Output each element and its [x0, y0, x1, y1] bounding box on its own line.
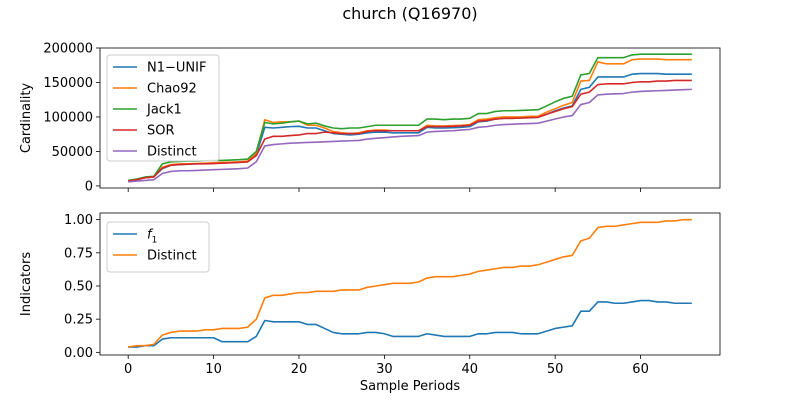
legend-label-0-0: N1−UNIF: [147, 61, 206, 76]
series-line-0-4: [128, 88, 692, 183]
xtick-label-1-2: 20: [291, 362, 308, 377]
xtick-label-1-4: 40: [462, 362, 479, 377]
axes-frame-1: [99, 212, 721, 356]
legend-label-1-0: f1: [147, 228, 157, 246]
ytick-label-0-2: 100000: [43, 110, 93, 125]
legend-label-0-1: Chao92: [147, 82, 197, 97]
series-line-1-0: [128, 299, 692, 348]
figure-title: church (Q16970): [342, 4, 477, 23]
xlabel-1: Sample Periods: [360, 379, 460, 394]
series-line-0-3: [128, 79, 692, 182]
ytick-label-0-4: 200000: [43, 42, 93, 57]
ytick-label-1-0: 0.00: [64, 346, 93, 361]
ytick-label-0-3: 150000: [43, 76, 93, 91]
xtick-label-1-1: 10: [205, 362, 222, 377]
ylabel-0: Cardinality: [19, 83, 34, 154]
legend-label-0-3: SOR: [147, 124, 175, 139]
legend-label-1-1: Distinct: [147, 249, 197, 264]
ytick-label-0-1: 50000: [52, 145, 93, 160]
series-line-1-1: [128, 218, 692, 348]
xtick-label-1-3: 30: [376, 362, 393, 377]
ylabel-1: Indicators: [19, 252, 34, 316]
legend-label-0-4: Distinct: [147, 145, 197, 160]
series-line-0-2: [128, 53, 692, 182]
legend-box-1: [106, 221, 210, 273]
ytick-label-1-2: 0.50: [64, 279, 93, 294]
axes-frame-0: [99, 47, 721, 189]
xtick-label-1-0: 0: [124, 362, 132, 377]
ytick-label-1-1: 0.25: [64, 313, 93, 328]
ytick-label-1-3: 0.75: [64, 246, 93, 261]
legend-label-0-2: Jack1: [146, 103, 182, 118]
xtick-label-1-5: 50: [547, 362, 564, 377]
legend-box-0: [106, 54, 220, 162]
ytick-label-0-0: 0: [85, 179, 93, 194]
ytick-label-1-4: 1.00: [64, 213, 93, 228]
xtick-label-1-6: 60: [632, 362, 649, 377]
